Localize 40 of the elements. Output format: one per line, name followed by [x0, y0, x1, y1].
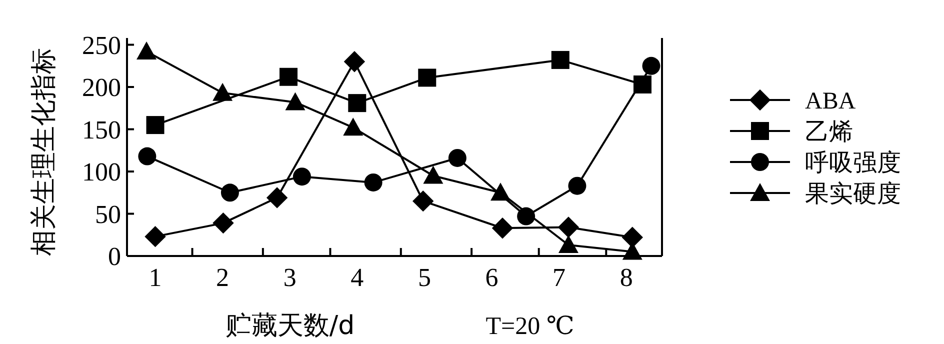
y-tick-label: 250 — [82, 30, 121, 60]
point — [138, 147, 156, 166]
point — [448, 148, 466, 167]
x-tick-label: 8 — [620, 263, 633, 292]
point — [642, 56, 660, 75]
point — [418, 68, 436, 87]
x-tick-label: 4 — [350, 263, 364, 292]
x-tick-label: 1 — [148, 263, 162, 292]
x-axis-title: 贮藏天数/d — [225, 311, 355, 341]
y-tick-label: 150 — [82, 115, 121, 144]
point — [558, 235, 578, 254]
x-tick-label: 3 — [283, 263, 296, 292]
point — [568, 176, 586, 195]
point — [551, 50, 570, 69]
text: T=20 ℃ — [486, 313, 574, 340]
legend-label: ABA — [805, 88, 856, 114]
point — [136, 42, 157, 60]
y-tick-label: 0 — [108, 242, 121, 272]
point — [285, 92, 306, 110]
point — [212, 82, 233, 101]
x-tick-label: 7 — [552, 263, 566, 292]
y-tick-label: 50 — [95, 200, 121, 229]
legend-label: 呼吸强度 — [805, 148, 901, 176]
point — [220, 184, 239, 202]
point — [280, 68, 298, 86]
y-tick-label: 200 — [82, 73, 121, 102]
legend-label: 乙烯 — [805, 117, 853, 146]
point — [292, 168, 311, 186]
point — [343, 118, 364, 136]
y-tick-label: 100 — [82, 158, 121, 187]
legend-label: 果实硬度 — [805, 179, 901, 208]
point — [364, 173, 382, 192]
y-axis-title: 相关生理生化指标 — [29, 48, 59, 256]
x-tick-label: 2 — [216, 263, 230, 292]
point — [423, 166, 444, 184]
point — [490, 182, 510, 201]
x-tick-label: 6 — [485, 263, 498, 292]
point — [348, 94, 366, 112]
point — [146, 116, 164, 134]
x-tick-label: 5 — [418, 263, 431, 292]
